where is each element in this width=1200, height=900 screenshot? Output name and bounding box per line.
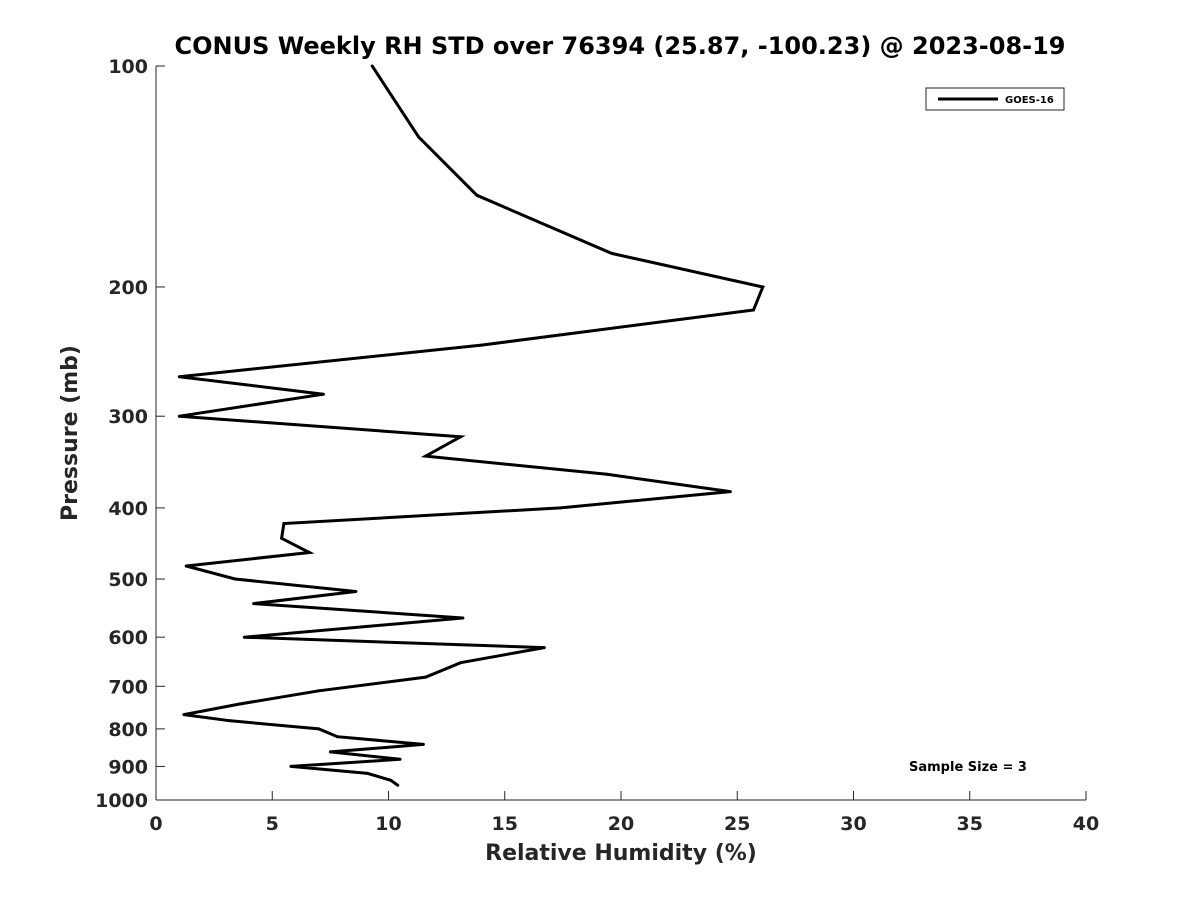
data-point	[424, 454, 428, 458]
x-tick-label: 20	[608, 813, 634, 835]
data-point	[321, 392, 325, 396]
data-point	[728, 490, 732, 494]
data-point	[354, 590, 358, 593]
data-point	[233, 577, 237, 581]
data-point	[177, 414, 181, 418]
axes	[155, 66, 1086, 801]
data-point	[752, 308, 755, 312]
chart-title: CONUS Weekly RH STD over 76394 (25.87, -…	[174, 32, 1065, 60]
data-point	[610, 251, 614, 255]
data-point	[252, 602, 256, 606]
data-point	[182, 713, 186, 717]
y-tick-label: 400	[108, 498, 148, 520]
data-point	[317, 689, 321, 693]
data-point	[370, 64, 374, 68]
x-tick-label: 30	[840, 813, 866, 835]
x-tick-label: 35	[957, 813, 983, 835]
y-tick-label: 800	[108, 719, 148, 741]
y-tick-label: 100	[108, 56, 148, 78]
data-point	[424, 675, 428, 679]
data-point	[389, 778, 393, 782]
legend-label: GOES-16	[1005, 95, 1054, 106]
x-ticks: 0 5 10 15 20 25 30 35 40	[149, 791, 1099, 835]
x-tick-label: 25	[724, 813, 750, 835]
x-tick-label: 5	[266, 813, 279, 835]
data-point	[417, 135, 421, 139]
data-point	[542, 646, 546, 650]
data-point	[282, 522, 286, 525]
data-point	[398, 757, 402, 761]
data-point	[238, 702, 242, 706]
legend: GOES-16	[925, 87, 1065, 111]
y-axis-label: Pressure (mb)	[58, 345, 83, 521]
y-tick-label: 700	[108, 676, 148, 698]
data-point	[480, 343, 483, 347]
x-tick-label: 0	[149, 813, 162, 835]
data-point	[605, 472, 609, 476]
data-point	[335, 735, 339, 739]
data-point	[184, 564, 188, 568]
y-tick-label: 900	[108, 756, 148, 778]
y-tick-label: 600	[108, 627, 148, 649]
data-point	[459, 435, 463, 439]
data-point	[228, 719, 232, 723]
x-tick-label: 10	[375, 813, 401, 835]
y-tick-label: 300	[108, 406, 148, 428]
data-point	[421, 742, 425, 746]
data-point	[559, 506, 562, 510]
data-point	[317, 727, 321, 731]
data-point	[307, 551, 311, 554]
data-point	[761, 285, 765, 289]
data-point	[242, 635, 246, 639]
data-point	[177, 375, 181, 379]
x-tick-label: 15	[492, 813, 518, 835]
data-point	[459, 661, 463, 665]
sample-size-annotation: Sample Size = 3	[909, 760, 1027, 775]
x-tick-label: 40	[1073, 813, 1099, 835]
data-point	[280, 536, 284, 540]
series-line-goes-16	[179, 65, 765, 787]
data-point	[366, 771, 370, 775]
data-point	[396, 783, 400, 787]
data-point	[328, 750, 332, 754]
data-point	[289, 764, 293, 768]
data-point	[461, 616, 465, 620]
y-tick-label: 500	[108, 569, 148, 591]
y-tick-label: 200	[108, 277, 148, 299]
series-layer	[177, 64, 765, 787]
x-axis-label: Relative Humidity (%)	[485, 841, 757, 866]
y-tick-label: 1000	[95, 790, 148, 812]
data-point	[475, 193, 479, 197]
y-ticks: 100 200 300 400 500 600 700 800 900 1000	[95, 56, 165, 812]
